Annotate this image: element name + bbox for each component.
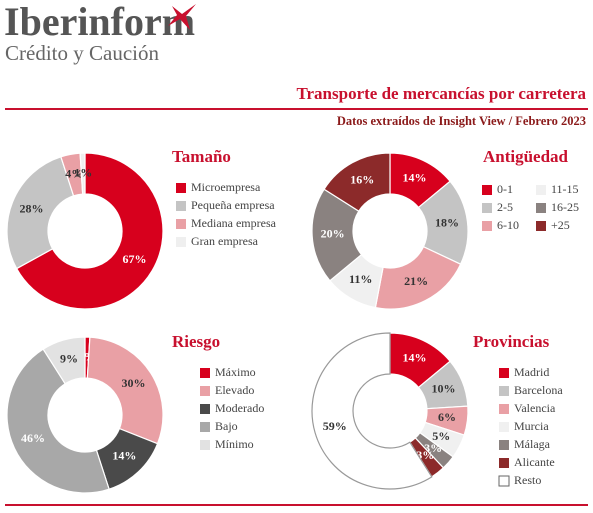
tagline: Crédito y Caución <box>5 41 159 65</box>
slice-label: 67% <box>122 252 146 266</box>
legend-label: Murcia <box>514 419 549 433</box>
legend-swatch <box>498 475 510 487</box>
legend-label: Máximo <box>215 365 256 379</box>
legend-swatch <box>482 203 492 213</box>
legend-swatch <box>482 221 492 231</box>
legend-label: Microempresa <box>191 180 261 194</box>
slice-label: 28% <box>20 202 44 216</box>
page-title: Transporte de mercancías por carretera <box>296 84 586 103</box>
legend-label: Bajo <box>215 419 238 433</box>
legend-label: Elevado <box>215 383 254 397</box>
legend-label: 6-10 <box>497 218 519 232</box>
slice-label: 11% <box>349 272 372 286</box>
slice-label: 21% <box>404 274 428 288</box>
legend-swatch <box>536 185 546 195</box>
brand: Iberinform <box>4 0 195 44</box>
slice-label: 16% <box>350 172 374 186</box>
legend-label: Valencia <box>514 401 556 415</box>
slice-label: 46% <box>21 431 45 445</box>
donut-slice <box>323 152 391 213</box>
legend-label: Pequeña empresa <box>191 198 275 212</box>
slice-label: 20% <box>321 226 345 240</box>
legend-label: 0-1 <box>497 182 513 196</box>
donut-slice <box>86 336 164 445</box>
donut-slice <box>42 336 86 385</box>
legend-label: Alicante <box>514 455 555 469</box>
donut-slice <box>6 348 110 494</box>
slice-label: 5% <box>432 429 450 443</box>
legend-swatch <box>536 203 546 213</box>
legend-label: Mínimo <box>215 437 254 451</box>
legend-swatch <box>499 458 509 468</box>
legend-label: Resto <box>514 473 541 487</box>
legend-swatch <box>176 183 186 193</box>
legend-swatch <box>176 237 186 247</box>
chart-title: Tamaño <box>172 147 231 166</box>
legend-swatch <box>499 386 509 396</box>
legend-swatch <box>176 201 186 211</box>
legend-swatch <box>482 185 492 195</box>
legend-label: 11-15 <box>551 182 579 196</box>
legend-label: Moderado <box>215 401 264 415</box>
legend-swatch <box>200 404 210 414</box>
slice-label: 14% <box>402 351 426 365</box>
legend-swatch <box>200 422 210 432</box>
legend-swatch <box>499 368 509 378</box>
slice-label: 6% <box>438 410 456 424</box>
slice-label: 18% <box>435 216 459 230</box>
legend-swatch <box>200 386 210 396</box>
legend-swatch <box>200 368 210 378</box>
slice-label: 14% <box>112 449 136 463</box>
donut-slice <box>15 152 164 310</box>
donut-slice <box>311 332 433 490</box>
legend-label: +25 <box>551 218 570 232</box>
chart-title: Riesgo <box>172 332 220 351</box>
chart-title: Provincias <box>473 332 550 351</box>
legend-swatch <box>176 219 186 229</box>
slice-label: 30% <box>122 376 146 390</box>
legend-label: Mediana empresa <box>191 216 277 230</box>
donut-slice <box>79 152 86 195</box>
legend-swatch <box>499 440 509 450</box>
slice-label: 10% <box>431 382 455 396</box>
legend-label: Málaga <box>514 437 551 451</box>
donut-slice <box>6 156 75 270</box>
slice-label: 4% <box>65 166 83 180</box>
legend-swatch <box>499 404 509 414</box>
legend-label: Barcelona <box>514 383 563 397</box>
legend-swatch <box>200 440 210 450</box>
slice-label: 14% <box>402 171 426 185</box>
slice-label: 9% <box>60 352 78 366</box>
legend-swatch <box>536 221 546 231</box>
legend-swatch <box>499 422 509 432</box>
slice-label: 1% <box>74 165 92 179</box>
slice-label: 59% <box>323 419 347 433</box>
brand-logo <box>168 4 196 30</box>
legend-label: 16-25 <box>551 200 579 214</box>
legend-label: Madrid <box>514 365 549 379</box>
legend-label: 2-5 <box>497 200 513 214</box>
legend-label: Gran empresa <box>191 234 259 248</box>
chart-title: Antigüedad <box>483 147 569 166</box>
subtitle: Datos extraídos de Insight View / Febrer… <box>337 114 586 128</box>
